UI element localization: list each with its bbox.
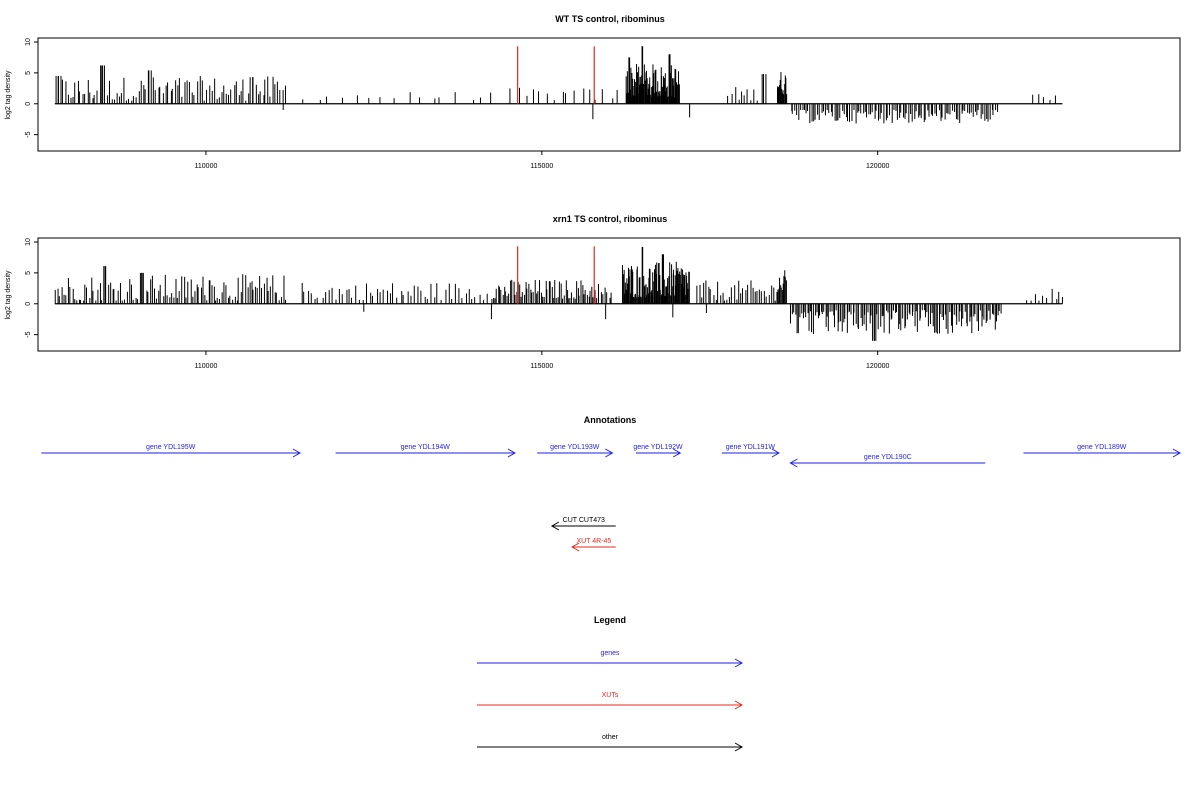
- plot-frame: [37, 37, 1181, 152]
- x-tick-label: 120000: [866, 163, 889, 170]
- x-tick-label: 115000: [530, 163, 553, 170]
- legend-arrow-arrowhead: [734, 742, 744, 752]
- marker-lines: [517, 46, 595, 104]
- legend-item: XUTs: [477, 692, 744, 710]
- y-tick-label: 10: [25, 238, 32, 246]
- annotation-feature: XUT 4R-45: [571, 538, 616, 552]
- legend-label: genes: [600, 650, 620, 657]
- feature-arrow-arrowhead: [550, 521, 560, 531]
- feature-arrow-arrowhead: [1172, 448, 1182, 458]
- x-tick-label: 115000: [530, 363, 553, 370]
- legend-arrow-arrowhead: [734, 700, 744, 710]
- y-axis-label: log2 tag density: [5, 270, 12, 320]
- axis-ticks: -5 0 5 10 110000 115000 120000: [25, 238, 889, 370]
- wt-density-panel: WT TS control, ribominus log2 tag densit…: [5, 14, 1181, 170]
- density-bars: [54, 46, 1063, 124]
- legend-item: genes: [477, 650, 744, 668]
- annotation-feature: gene YDL191W: [721, 444, 780, 458]
- legend-items: genes XUTs other: [477, 650, 744, 752]
- annotation-feature: gene YDL195W: [41, 444, 301, 458]
- feature-arrow-arrowhead: [771, 448, 780, 458]
- annotation-feature: gene YDL194W: [335, 444, 516, 458]
- feature-arrow-arrowhead: [571, 542, 580, 552]
- y-axis-label: log2 tag density: [5, 70, 12, 120]
- y-tick-label: 0: [25, 302, 32, 306]
- feature-label: gene YDL195W: [146, 444, 196, 451]
- y-tick-label: 5: [25, 71, 32, 75]
- legend-label: XUTs: [602, 692, 619, 699]
- feature-arrow-arrowhead: [672, 448, 682, 458]
- axis-ticks: -5 0 5 10 110000 115000 120000: [25, 38, 889, 170]
- x-tick-label: 120000: [866, 363, 889, 370]
- feature-label: gene YDL193W: [550, 444, 600, 451]
- feature-arrow-arrowhead: [789, 458, 798, 468]
- annotation-feature: gene YDL193W: [537, 444, 614, 458]
- feature-arrow-arrowhead: [605, 448, 614, 458]
- annotation-features: gene YDL195W gene YDL194W gene YDL193W gene…: [41, 444, 1182, 552]
- annotations-track: Annotations gene YDL195W gene YDL194W gene…: [41, 415, 1182, 552]
- legend-label: other: [602, 734, 619, 741]
- marker-lines: [517, 246, 595, 304]
- feature-label: gene YDL194W: [401, 444, 451, 451]
- feature-label: gene YDL192W: [633, 444, 683, 451]
- legend: Legend genes XUTs other: [477, 615, 744, 752]
- legend-item: other: [477, 734, 744, 752]
- feature-arrow-arrowhead: [507, 448, 516, 458]
- density-bars: [54, 246, 1063, 341]
- feature-label: XUT 4R-45: [576, 538, 611, 545]
- annotation-feature: gene YDL192W: [633, 444, 683, 458]
- feature-label: gene YDL190C: [864, 454, 912, 461]
- feature-label: gene YDL189W: [1077, 444, 1127, 451]
- x-tick-label: 110000: [195, 163, 218, 170]
- plot-frame: [37, 237, 1181, 352]
- annotations-title: Annotations: [584, 415, 637, 425]
- feature-label: gene YDL191W: [726, 444, 776, 451]
- y-tick-label: 5: [25, 271, 32, 275]
- annotation-feature: gene YDL189W: [1023, 444, 1182, 458]
- xrn1-density-panel: xrn1 TS control, ribominus log2 tag dens…: [5, 214, 1181, 370]
- feature-arrow-arrowhead: [292, 448, 301, 458]
- feature-label: CUT CUT473: [563, 517, 605, 524]
- legend-arrow-arrowhead: [734, 658, 744, 668]
- panel-title: xrn1 TS control, ribominus: [553, 214, 668, 224]
- y-tick-label: -5: [25, 131, 32, 137]
- annotation-feature: CUT CUT473: [550, 517, 616, 531]
- y-tick-label: 10: [25, 38, 32, 46]
- legend-title: Legend: [594, 615, 626, 625]
- y-tick-label: -5: [25, 331, 32, 337]
- panel-title: WT TS control, ribominus: [555, 14, 665, 24]
- annotation-feature: gene YDL190C: [789, 454, 986, 468]
- y-tick-label: 0: [25, 102, 32, 106]
- x-tick-label: 110000: [195, 363, 218, 370]
